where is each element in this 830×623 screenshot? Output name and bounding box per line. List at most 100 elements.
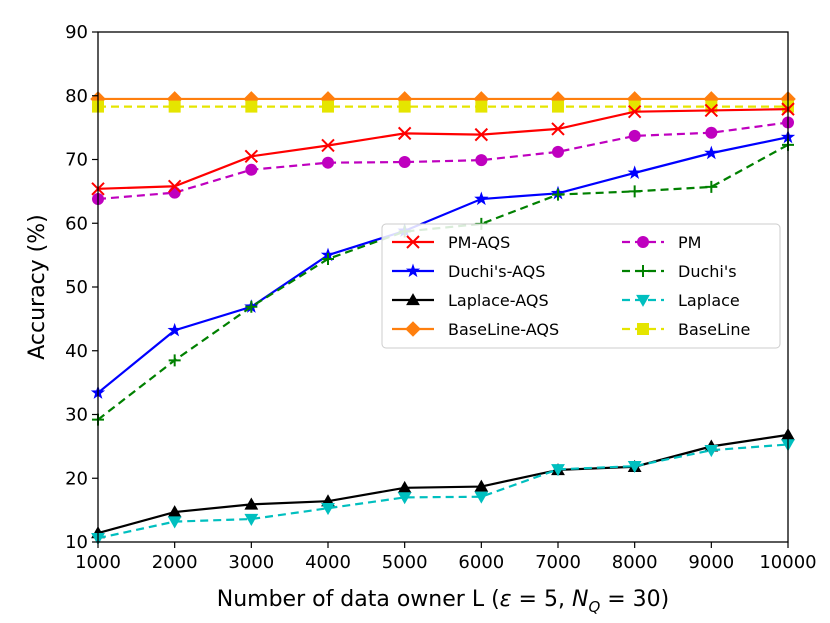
y-tick-label: 70 <box>65 150 88 171</box>
y-tick-label: 50 <box>65 277 88 298</box>
series-line <box>97 433 789 535</box>
x-tick-label: 8000 <box>612 552 658 573</box>
legend-marker <box>637 323 649 335</box>
data-point <box>627 104 642 119</box>
y-tick-label: 80 <box>65 86 88 107</box>
legend-entry: BaseLine-AQS <box>392 320 559 339</box>
legend-label: BaseLine <box>678 320 750 339</box>
data-point <box>705 180 718 193</box>
x-axis: 1000 2000 3000 4000 5000 6000 7000 8000 9000 1000… <box>75 542 817 573</box>
legend-label: BaseLine-AQS <box>448 320 559 339</box>
series-line <box>97 143 789 421</box>
data-point <box>397 480 412 493</box>
y-tick-label: 20 <box>65 468 88 489</box>
data-point <box>474 191 489 206</box>
data-point <box>552 100 564 113</box>
x-tick-label: 6000 <box>458 552 504 573</box>
series-pm <box>92 116 794 206</box>
x-tick-label: 1000 <box>75 552 121 573</box>
data-point <box>244 497 259 510</box>
data-point <box>474 491 489 504</box>
legend-label: PM-AQS <box>448 233 510 252</box>
data-point <box>704 103 719 118</box>
data-point <box>398 100 411 113</box>
legend-entry: PM <box>622 233 701 252</box>
data-point <box>245 300 258 313</box>
legend-box <box>381 223 781 349</box>
data-point <box>322 156 334 169</box>
legend-label: Duchi's <box>678 262 737 281</box>
y-tick-label: 60 <box>65 213 88 234</box>
series-laplace-aqs <box>91 428 795 539</box>
y-axis-label: Accuracy (%) <box>25 214 50 360</box>
legend-marker <box>406 293 420 306</box>
legend-marker <box>637 236 649 248</box>
data-point <box>475 100 488 113</box>
data-point <box>628 129 641 142</box>
x-tick-label: 10000 <box>759 552 816 573</box>
series-baseline-aqs <box>90 91 796 107</box>
data-point <box>552 188 564 201</box>
legend-entry: Duchi's-AQS <box>392 262 545 281</box>
data-point <box>704 145 719 160</box>
data-point <box>397 126 412 141</box>
data-point <box>705 126 718 139</box>
y-tick-label: 40 <box>65 341 88 362</box>
x-axis-label-tail: = 30) <box>600 587 669 612</box>
y-tick-label: 10 <box>65 532 88 553</box>
legend-label: Laplace-AQS <box>448 291 549 310</box>
data-point <box>245 100 258 113</box>
x-tick-label: 3000 <box>228 552 274 573</box>
x-axis-label: Number of data owner L (ε = 5, NQ = 30) <box>217 587 670 616</box>
data-point <box>321 138 335 153</box>
data-point <box>244 149 259 164</box>
legend-marker <box>637 265 649 277</box>
data-point <box>628 185 641 198</box>
x-tick-label: 9000 <box>688 552 734 573</box>
data-point <box>627 165 642 179</box>
x-axis-label-prefix: Number of data owner L ( <box>217 587 500 612</box>
legend-label: Laplace <box>678 291 740 310</box>
y-axis: 10 20 30 40 50 60 70 80 90 <box>65 22 98 553</box>
legend-entry: Duchi's <box>622 262 737 281</box>
legend: PM-AQS Duchi's-AQS Laplace-AQS BaseLine-AQS… <box>381 223 781 349</box>
data-point <box>550 91 566 107</box>
data-point <box>475 154 488 167</box>
data-point <box>167 516 182 529</box>
data-point <box>167 322 182 337</box>
legend-entry: Laplace <box>622 291 740 310</box>
x-tick-label: 2000 <box>152 552 198 573</box>
legend-label: Duchi's-AQS <box>448 262 545 281</box>
series-line <box>97 443 789 540</box>
legend-marker <box>405 321 421 337</box>
x-tick-label: 4000 <box>305 552 351 573</box>
data-point <box>168 354 181 367</box>
data-point <box>168 186 181 199</box>
data-point <box>245 163 258 176</box>
data-point <box>397 492 412 505</box>
x-axis-label-subscript: Q <box>588 598 600 616</box>
data-point <box>551 122 565 136</box>
legend-marker <box>636 294 650 307</box>
legend-marker <box>405 263 421 278</box>
data-point <box>321 503 335 516</box>
data-point <box>244 513 259 526</box>
data-point <box>168 100 181 113</box>
y-tick-label: 30 <box>65 405 88 426</box>
x-axis-label-n: N <box>572 587 588 612</box>
series-laplace <box>91 439 795 546</box>
data-point <box>167 505 182 518</box>
data-point <box>552 145 564 158</box>
legend-entry: Laplace-AQS <box>392 291 549 310</box>
legend-label: PM <box>678 233 701 252</box>
x-tick-label: 5000 <box>382 552 428 573</box>
data-point <box>398 156 411 169</box>
data-point <box>322 252 334 265</box>
data-point <box>474 127 489 142</box>
data-point <box>551 464 565 477</box>
data-point <box>704 445 719 458</box>
plot-series <box>90 91 796 546</box>
data-point <box>167 179 182 193</box>
x-axis-label-epsilon: ε <box>500 587 512 612</box>
